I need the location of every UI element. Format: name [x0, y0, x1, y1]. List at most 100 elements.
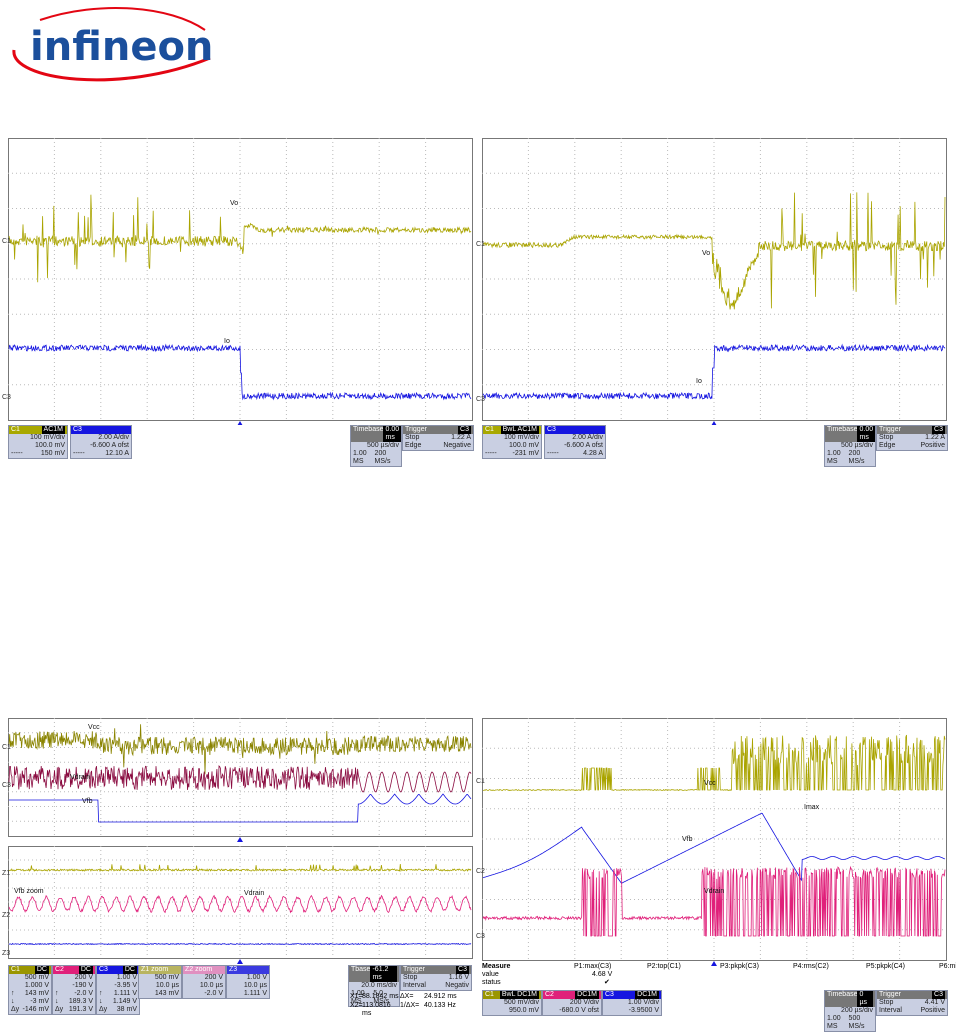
- channel-marker: Z1: [2, 870, 11, 877]
- info-box-header: C1 DC: [9, 966, 51, 974]
- info-value: 200 V: [74, 974, 93, 981]
- info-box-row: Δy -146 mV: [9, 1006, 51, 1014]
- info-box-row: 1.00 MS 500 MS/s: [825, 1015, 875, 1031]
- info-box-title: Z2 zoom: [185, 966, 213, 973]
- info-box-title: Timebase: [827, 426, 858, 433]
- info-box-row: ↓ 1.149 V: [97, 998, 139, 1006]
- info-box-row: Stop 1.22 A: [877, 434, 947, 442]
- info-box-title: Timebase: [353, 426, 384, 433]
- info-box-title: C3: [73, 426, 82, 433]
- info-value: 1.00 MS: [827, 1015, 841, 1030]
- info-value: 4.28 A: [583, 450, 603, 457]
- info-value: -146 mV: [22, 1006, 49, 1013]
- info-value: 10.0 µs: [155, 982, 179, 989]
- info-box-row: ↓ -3 mV: [9, 998, 51, 1006]
- info-box-tag: DC1M: [575, 991, 599, 999]
- trace-label: Io: [696, 378, 702, 385]
- info-box-row: 1.00 V: [227, 974, 269, 982]
- info-value: Stop: [879, 999, 894, 1006]
- channel-marker: C2: [476, 868, 485, 875]
- info-box-header: Z2 zoom: [183, 966, 225, 974]
- info-box: Trigger C3 Stop 1.22 A Edge Positive: [876, 425, 948, 451]
- info-box-title: C2: [545, 991, 554, 998]
- info-value: ↑: [11, 990, 15, 997]
- waveform-display: [482, 138, 947, 425]
- info-box-row: 1.00 V: [97, 974, 139, 982]
- info-box-row: 1.00 V/div: [603, 999, 661, 1007]
- info-value: 500 mV: [24, 974, 49, 981]
- info-box-row: -680.0 V ofst: [543, 1007, 601, 1015]
- info-box-header: Trigger C3: [877, 991, 947, 999]
- info-value: 143 mV: [154, 990, 179, 997]
- info-box-header: Trigger C3: [401, 966, 471, 974]
- info-value: 100 mV/div: [503, 434, 539, 441]
- info-box: C3 2.00 A/div -6.600 A ofst ----- 12.10 A: [70, 425, 132, 459]
- waveform: [8, 864, 472, 873]
- info-box-tag: C3: [932, 426, 945, 434]
- info-value: -2.0 V: [74, 990, 93, 997]
- measure-value: 4.68 V: [592, 971, 613, 978]
- logo-text: infineon: [30, 24, 213, 70]
- channel-marker: C3: [2, 394, 11, 401]
- trace-label: Vo: [702, 250, 711, 257]
- info-value: 500 mV/div: [503, 999, 539, 1006]
- info-box: Trigger C3 Stop 4.41 V Interval Positive: [876, 990, 948, 1016]
- logo: infineon: [12, 6, 213, 82]
- info-box-row: 500 µs/div: [351, 442, 401, 450]
- info-value: Stop: [405, 434, 420, 441]
- info-box-header: C3: [71, 426, 131, 434]
- info-box-row: 2.00 A/div: [545, 434, 605, 442]
- info-box: Z2 zoom 200 V 10.0 µs -2.0 V: [182, 965, 226, 999]
- info-value: 100 mV/div: [29, 434, 65, 441]
- info-box: C3 DC1M 1.00 V/div -3.9500 V: [602, 990, 662, 1016]
- info-box-row: 200 µs/div: [825, 1007, 875, 1015]
- info-value: 191.3 V: [68, 1006, 93, 1013]
- info-value: 20.0 ms/div: [361, 982, 397, 989]
- trace-label: Vcc: [88, 724, 100, 731]
- info-box-row: -6.600 A ofst: [71, 442, 131, 450]
- info-value: 2.00 A/div: [98, 434, 129, 441]
- info-box-row: Δy 38 mV: [97, 1006, 139, 1014]
- waveform-display: [482, 718, 947, 966]
- info-value: 500 µs/div: [366, 442, 399, 449]
- info-value: 143 mV: [24, 990, 49, 997]
- info-value: ↓: [11, 998, 15, 1005]
- info-value: Positive: [920, 442, 945, 449]
- info-box: Tbase -61.2 ms 20.0 ms/div 1.00 MS 5.0 MS/s: [348, 965, 400, 1007]
- info-box-row: 1.000 V: [9, 982, 51, 990]
- channel-marker: C1: [476, 778, 485, 785]
- info-box-row: -2.0 V: [183, 990, 225, 998]
- info-value: 5.0 MS/s: [373, 990, 390, 1005]
- info-value: 2.00 A/div: [572, 434, 603, 441]
- info-box: C2 DC1M 200 V/div -680.0 V ofst: [542, 990, 602, 1016]
- info-value: 1.22 A: [925, 434, 945, 441]
- cursor-value: 1/ΔX=: [400, 1002, 420, 1009]
- info-box-tag: 0.00 ms: [383, 426, 402, 442]
- trace-label: Vdrain: [244, 890, 265, 897]
- info-box-row: 200 V: [183, 974, 225, 982]
- info-box-tag: C3: [456, 966, 469, 974]
- info-value: -190 V: [72, 982, 93, 989]
- info-value: -3.95 V: [114, 982, 137, 989]
- info-box-header: Timebase 0 µs: [825, 991, 875, 1007]
- trigger-marker: [237, 421, 243, 425]
- waveform: [482, 734, 946, 792]
- info-box: Z3 1.00 V 10.0 µs 1.111 V: [226, 965, 270, 999]
- channel-marker: C1: [476, 241, 485, 248]
- info-box-header: Trigger C3: [877, 426, 947, 434]
- info-value: Δy: [11, 1006, 20, 1013]
- info-box-row: 10.0 µs: [227, 982, 269, 990]
- info-box-row: 500 µs/div: [825, 442, 875, 450]
- info-box-header: Timebase 0.00 ms: [825, 426, 876, 442]
- info-value: -----: [73, 450, 85, 457]
- waveform: [8, 765, 472, 793]
- info-value: 500 MS/s: [848, 1015, 865, 1030]
- info-value: 12.10 A: [105, 450, 129, 457]
- info-value: -680.0 V ofst: [559, 1007, 599, 1014]
- info-box-header: Z3: [227, 966, 269, 974]
- info-box-title: Trigger: [879, 426, 901, 433]
- trace-label: Vfb: [682, 836, 693, 843]
- info-box-row: 2.00 A/div: [71, 434, 131, 442]
- info-box-header: Z1 zoom: [139, 966, 181, 974]
